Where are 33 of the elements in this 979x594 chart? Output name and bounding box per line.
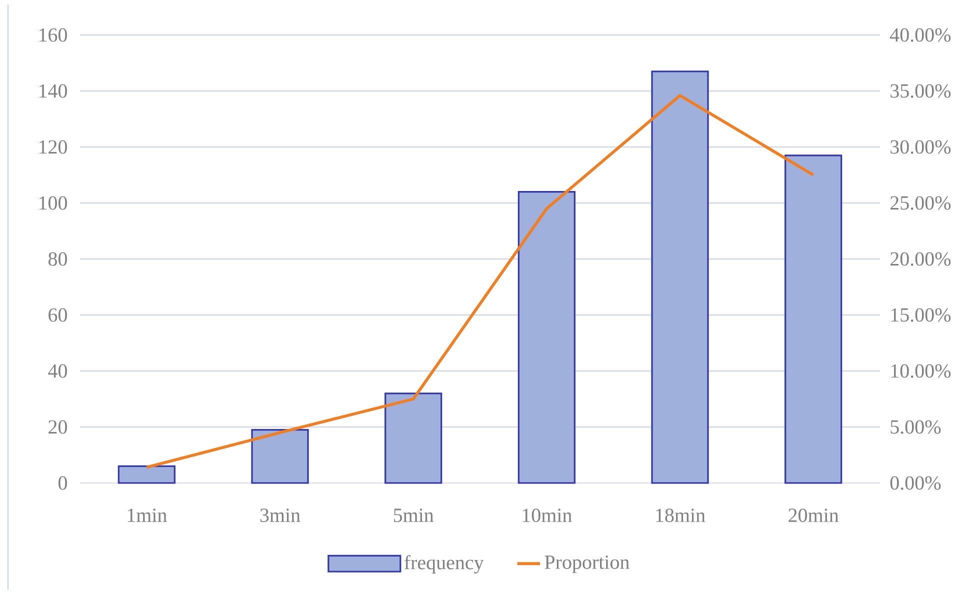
y-tick-label: 160 [39, 28, 67, 42]
x-tick-label: 5min [394, 508, 434, 522]
y2-tick-label: 25.00% [890, 196, 951, 210]
y-tick-label: 60 [48, 308, 67, 322]
bar [784, 154, 842, 484]
x-tick-label: 10min [522, 508, 572, 522]
bar [384, 392, 442, 484]
bar [251, 429, 309, 484]
x-tick-label: 20min [788, 508, 839, 522]
legend-label: Proportion [544, 556, 630, 574]
bar [118, 465, 176, 484]
y-tick-label: 140 [39, 84, 67, 98]
y-tick-label: 80 [48, 252, 67, 266]
bar [651, 70, 709, 484]
y-tick-label: 20 [48, 420, 67, 434]
y2-tick-label: 40.00% [890, 28, 951, 42]
y-tick-label: 120 [39, 140, 67, 154]
y-tick-label: 40 [48, 364, 67, 378]
y2-tick-label: 5.00% [890, 420, 941, 434]
y-tick-label: 100 [39, 196, 67, 210]
bar [518, 191, 576, 484]
y2-tick-label: 30.00% [890, 140, 951, 154]
y2-tick-label: 20.00% [890, 252, 951, 266]
y2-tick-label: 15.00% [891, 308, 951, 322]
y2-tick-label: 0.00% [890, 476, 941, 490]
x-tick-label: 3min [260, 508, 300, 522]
y-tick-label: 0 [58, 476, 67, 490]
line-series [145, 94, 815, 469]
legend-label: frequency [404, 555, 484, 574]
y2-tick-label: 35.00% [890, 84, 951, 98]
y2-tick-label: 10.00% [891, 364, 951, 378]
x-tick-label: 18min [656, 508, 706, 522]
x-tick-label: 1min [128, 508, 167, 522]
